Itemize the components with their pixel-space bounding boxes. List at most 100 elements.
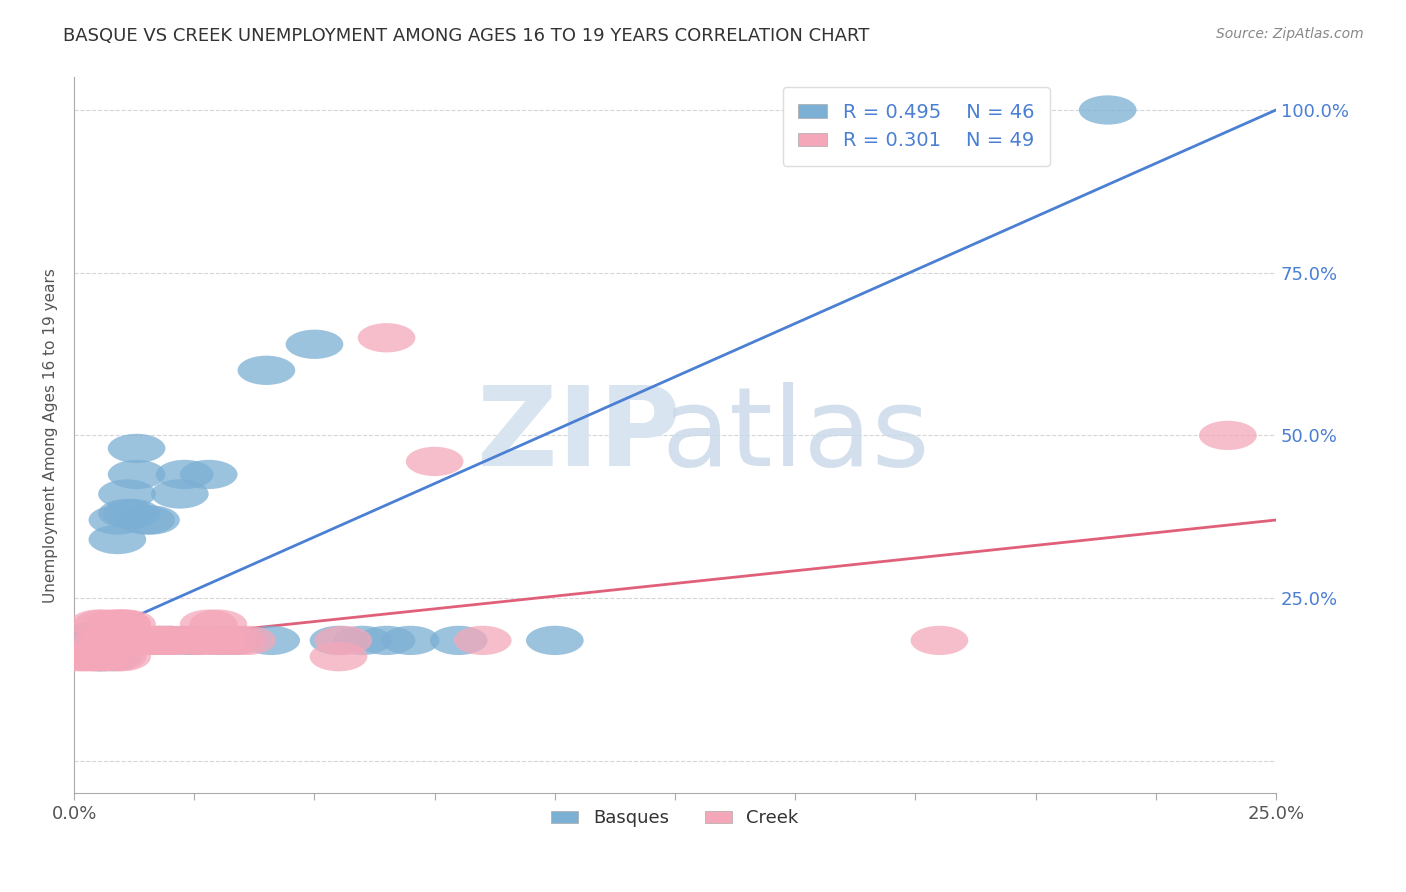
Ellipse shape [180,609,238,639]
Ellipse shape [406,447,464,476]
Ellipse shape [89,524,146,554]
Ellipse shape [357,323,415,352]
Ellipse shape [242,626,299,655]
Ellipse shape [357,626,415,655]
Ellipse shape [89,609,146,639]
Ellipse shape [190,609,247,639]
Ellipse shape [170,626,228,655]
Ellipse shape [108,626,166,655]
Ellipse shape [75,642,132,672]
Ellipse shape [166,626,224,655]
Ellipse shape [166,626,224,655]
Ellipse shape [93,609,150,639]
Ellipse shape [55,642,112,672]
Ellipse shape [315,626,373,655]
Ellipse shape [98,626,156,655]
Ellipse shape [204,626,262,655]
Ellipse shape [98,609,156,639]
Ellipse shape [84,626,142,655]
Text: BASQUE VS CREEK UNEMPLOYMENT AMONG AGES 16 TO 19 YEARS CORRELATION CHART: BASQUE VS CREEK UNEMPLOYMENT AMONG AGES … [63,27,870,45]
Ellipse shape [98,479,156,508]
Ellipse shape [75,626,132,655]
Ellipse shape [142,626,200,655]
Ellipse shape [190,626,247,655]
Ellipse shape [190,626,247,655]
Ellipse shape [59,642,117,672]
Ellipse shape [65,626,122,655]
Ellipse shape [132,626,190,655]
Text: Source: ZipAtlas.com: Source: ZipAtlas.com [1216,27,1364,41]
Ellipse shape [142,626,200,655]
Ellipse shape [160,626,218,655]
Ellipse shape [79,642,136,672]
Ellipse shape [93,609,150,639]
Ellipse shape [150,479,208,508]
Text: ZIP: ZIP [477,382,681,489]
Ellipse shape [112,626,170,655]
Ellipse shape [430,626,488,655]
Ellipse shape [454,626,512,655]
Ellipse shape [89,626,146,655]
Ellipse shape [84,609,142,639]
Ellipse shape [132,626,190,655]
Ellipse shape [1078,95,1136,125]
Legend: Basques, Creek: Basques, Creek [544,802,806,834]
Ellipse shape [103,626,160,655]
Ellipse shape [51,629,108,658]
Y-axis label: Unemployment Among Ages 16 to 19 years: Unemployment Among Ages 16 to 19 years [44,268,58,603]
Ellipse shape [238,356,295,385]
Ellipse shape [122,506,180,534]
Ellipse shape [333,626,391,655]
Ellipse shape [200,626,257,655]
Ellipse shape [1199,421,1257,450]
Ellipse shape [65,642,122,672]
Ellipse shape [79,626,136,655]
Ellipse shape [75,642,132,672]
Ellipse shape [112,626,170,655]
Ellipse shape [59,623,117,652]
Ellipse shape [93,642,150,672]
Ellipse shape [122,626,180,655]
Ellipse shape [65,635,122,665]
Ellipse shape [180,459,238,489]
Ellipse shape [218,626,276,655]
Ellipse shape [93,626,150,655]
Ellipse shape [59,626,117,655]
Ellipse shape [51,642,108,672]
Ellipse shape [69,609,127,639]
Ellipse shape [108,459,166,489]
Ellipse shape [285,330,343,359]
Ellipse shape [93,626,150,655]
Ellipse shape [382,626,440,655]
Ellipse shape [89,642,146,672]
Ellipse shape [117,626,176,655]
Ellipse shape [208,626,266,655]
Ellipse shape [55,626,112,655]
Text: atlas: atlas [661,382,929,489]
Ellipse shape [84,642,142,672]
Ellipse shape [309,626,367,655]
Ellipse shape [180,626,238,655]
Ellipse shape [79,626,136,655]
Ellipse shape [127,626,184,655]
Ellipse shape [911,626,969,655]
Ellipse shape [150,626,208,655]
Ellipse shape [136,626,194,655]
Ellipse shape [526,626,583,655]
Ellipse shape [65,626,122,655]
Ellipse shape [79,635,136,665]
Ellipse shape [117,506,176,534]
Ellipse shape [98,499,156,528]
Ellipse shape [89,626,146,655]
Ellipse shape [108,434,166,463]
Ellipse shape [309,642,367,672]
Ellipse shape [93,626,150,655]
Ellipse shape [84,626,142,655]
Ellipse shape [69,642,127,672]
Ellipse shape [156,459,214,489]
Ellipse shape [75,609,132,639]
Ellipse shape [69,642,127,672]
Ellipse shape [103,626,160,655]
Ellipse shape [983,115,1040,145]
Ellipse shape [89,506,146,534]
